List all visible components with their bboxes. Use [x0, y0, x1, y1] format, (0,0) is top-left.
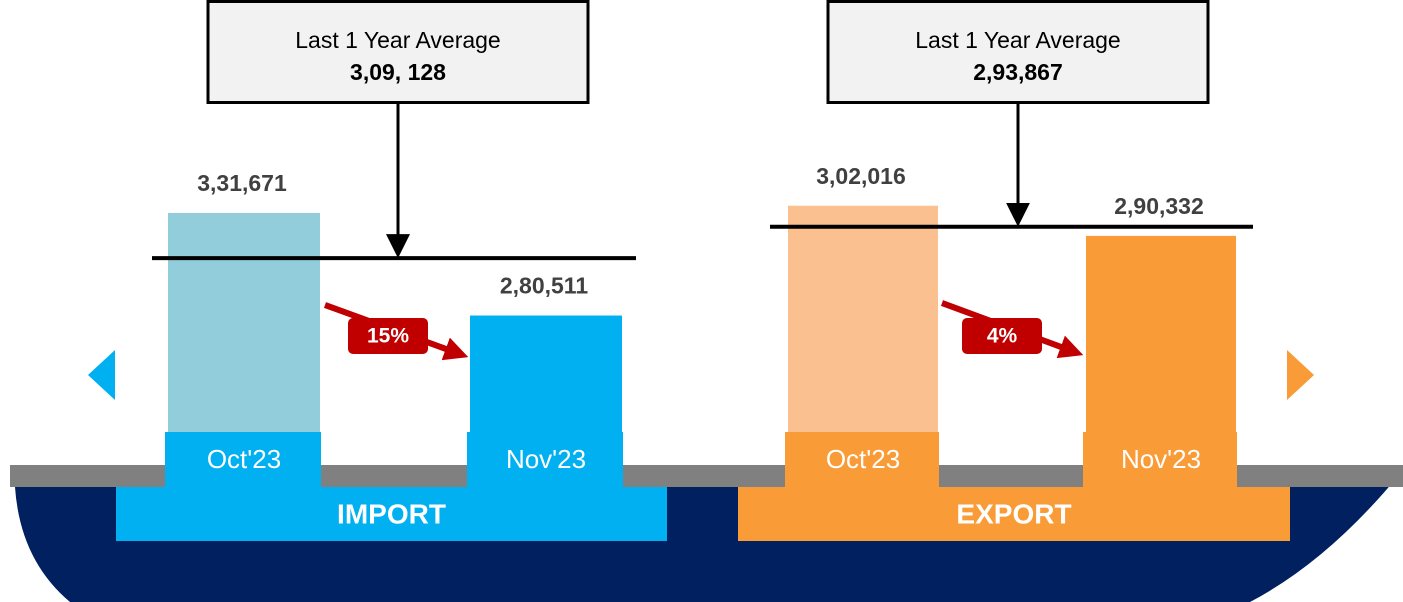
banner [116, 487, 667, 541]
value-label: 3,02,016 [816, 163, 906, 189]
category-box [165, 432, 321, 487]
category-box [785, 432, 939, 487]
ship-deck [10, 465, 1403, 487]
category-label: Nov'23 [1121, 444, 1201, 474]
category-box [467, 432, 623, 487]
banner-title: EXPORT [956, 498, 1071, 529]
average-box [206, 0, 590, 104]
prev-button[interactable] [88, 350, 115, 400]
change-badge [962, 318, 1042, 354]
value-label: 2,90,332 [1114, 193, 1204, 219]
banner [738, 487, 1290, 541]
value-label: 2,80,511 [500, 273, 588, 299]
category-label: Oct'23 [826, 444, 900, 474]
change-label: 4% [987, 325, 1018, 348]
category-box [1083, 432, 1237, 487]
average-box [826, 0, 1210, 104]
category-label: Oct'23 [207, 444, 281, 474]
category-label: Nov'23 [506, 444, 586, 474]
change-badge [348, 318, 428, 354]
banner-title: IMPORT [337, 498, 446, 529]
average-title: Last 1 Year Average [295, 27, 500, 53]
average-value: 2,93,867 [973, 59, 1063, 85]
average-title: Last 1 Year Average [915, 27, 1120, 53]
average-value: 3,09, 128 [350, 59, 446, 85]
next-button[interactable] [1287, 350, 1314, 400]
value-label: 3,31,671 [197, 170, 287, 196]
change-label: 15% [367, 325, 409, 348]
